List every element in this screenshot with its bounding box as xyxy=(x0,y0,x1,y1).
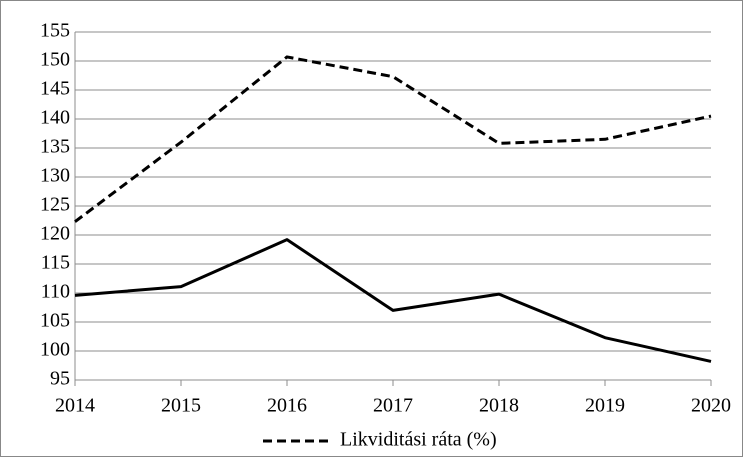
legend-label: Likviditási ráta (%) xyxy=(340,429,497,451)
y-tick-label: 140 xyxy=(40,107,70,129)
x-tick-label: 2017 xyxy=(373,395,413,417)
y-tick-label: 100 xyxy=(40,339,70,361)
x-tick-label: 2014 xyxy=(55,395,95,417)
x-tick-label: 2019 xyxy=(585,395,625,417)
series-line xyxy=(74,55,712,223)
y-tick-label: 105 xyxy=(40,310,70,332)
y-tick-label: 145 xyxy=(40,78,70,100)
y-tick-label: 130 xyxy=(40,165,70,187)
x-tick-label: 2015 xyxy=(161,395,201,417)
y-tick-label: 110 xyxy=(41,281,70,303)
y-tick-label: 155 xyxy=(40,20,70,42)
y-tick-label: 95 xyxy=(50,368,70,390)
y-tick-label: 115 xyxy=(41,252,70,274)
x-tick-label: 2016 xyxy=(267,395,307,417)
y-tick-label: 125 xyxy=(40,194,70,216)
y-tick-label: 150 xyxy=(40,49,70,71)
y-tick-label: 135 xyxy=(40,136,70,158)
x-tick-label: 2018 xyxy=(479,395,519,417)
y-tick-label: 120 xyxy=(40,223,70,245)
x-tick-label: 2020 xyxy=(691,395,731,417)
series-line xyxy=(74,238,712,363)
